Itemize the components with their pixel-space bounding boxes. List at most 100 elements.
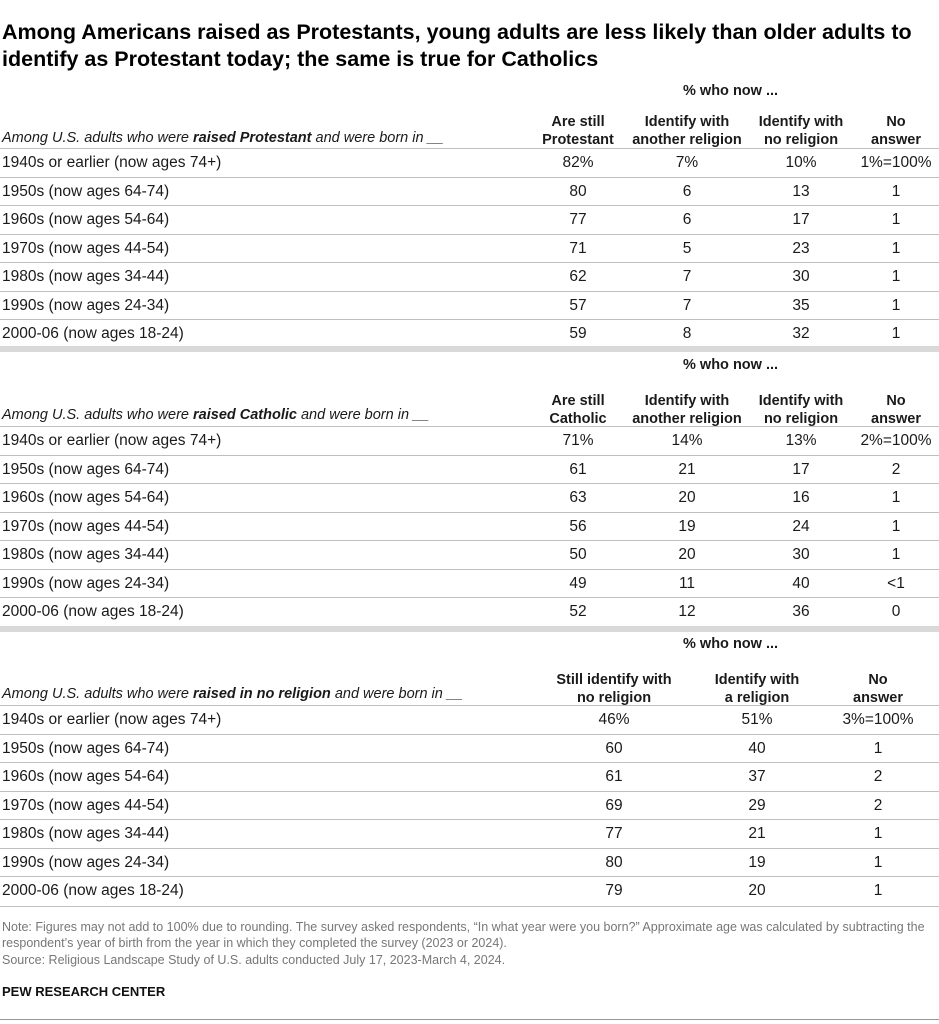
cell-no-answer: 1 <box>891 325 901 342</box>
intro-emphasis: raised Protestant <box>193 130 312 146</box>
cell-another-religion: 8 <box>682 325 692 342</box>
row-label: 1980s (now ages 34-44) <box>2 546 170 563</box>
cell-another-religion: 20 <box>678 489 696 506</box>
row-label: 1960s (now ages 54-64) <box>2 768 170 785</box>
cell-no-religion: 30 <box>792 268 810 285</box>
cell-no-answer: 1 <box>891 517 901 535</box>
row-divider <box>0 290 939 292</box>
cell-another-religion: 12 <box>678 603 696 620</box>
cell-no-answer: 1 <box>873 825 883 842</box>
row-label: 1990s (now ages 24-34) <box>2 574 170 592</box>
cell-still-none: 60 <box>605 739 623 757</box>
cell-no-answer: 1 <box>891 296 901 314</box>
table-row: 1950s (now ages 64-74) 61 21 17 2 <box>0 456 939 484</box>
table-row: 1970s (now ages 44-54) 69 29 2 <box>0 792 939 820</box>
cell-another-religion: 7% <box>675 154 699 171</box>
column-header-still-catholic: Are still Catholic <box>549 393 607 427</box>
row-divider <box>0 233 939 235</box>
footer-divider <box>0 1019 939 1020</box>
cell-still-protestant: 62 <box>569 268 587 285</box>
cell-no-answer: 2 <box>891 460 901 478</box>
intro-emphasis: raised in no religion <box>193 686 331 702</box>
cell-no-answer: 1%=100% <box>860 154 932 171</box>
cell-still-protestant: 57 <box>569 296 587 314</box>
column-header-no-answer: No answer <box>871 393 921 427</box>
row-divider <box>0 733 939 735</box>
cell-another-religion: 11 <box>678 574 696 592</box>
cell-no-religion: 36 <box>792 603 810 620</box>
percent-header-catholic: % who now ... <box>683 357 779 373</box>
table-intro-protestant: Among U.S. adults who were raised Protes… <box>2 130 444 146</box>
section-divider <box>0 626 939 632</box>
table-row: 1970s (now ages 44-54) 71 5 23 1 <box>0 235 939 263</box>
row-divider <box>0 597 939 598</box>
column-header-no-religion: Identify with no religion <box>758 393 844 427</box>
table-row: 1940s or earlier (now ages 74+) 46% 51% 3%=… <box>0 706 939 734</box>
table-row: 1990s (now ages 24-34) 49 11 40 <1 <box>0 570 939 598</box>
column-header-a-religion: Identify with a religion <box>714 672 800 706</box>
table-row: 1980s (now ages 34-44) 77 21 1 <box>0 820 939 848</box>
cell-no-religion: 30 <box>792 546 810 563</box>
row-divider <box>0 790 939 792</box>
cell-no-religion: 40 <box>792 574 810 592</box>
intro-suffix: and were born in __ <box>311 130 444 146</box>
table-intro-no-religion: Among U.S. adults who were raised in no … <box>2 686 463 702</box>
row-divider <box>0 511 939 513</box>
intro-prefix: Among U.S. adults who were <box>2 407 194 423</box>
cell-no-religion: 35 <box>792 296 810 314</box>
table-row: 1980s (now ages 34-44) 50 20 30 1 <box>0 541 939 569</box>
column-header-no-religion: Identify with no religion <box>758 114 844 148</box>
cell-no-religion: 17 <box>792 211 810 228</box>
cell-still-none: 79 <box>605 882 623 899</box>
table-row: 1980s (now ages 34-44) 62 7 30 1 <box>0 263 939 291</box>
cell-still-protestant: 77 <box>569 211 587 228</box>
row-divider <box>0 568 939 570</box>
row-label: 1960s (now ages 54-64) <box>2 489 170 506</box>
cell-no-religion: 10% <box>785 154 817 171</box>
cell-no-answer: 1 <box>873 739 883 757</box>
cell-no-answer: 1 <box>891 546 901 563</box>
row-divider <box>0 205 939 206</box>
cell-a-religion: 29 <box>748 796 766 814</box>
cell-another-religion: 6 <box>682 182 692 200</box>
source-text: Source: Religious Landscape Study of U.S… <box>2 953 506 967</box>
row-label: 1940s or earlier (now ages 74+) <box>2 711 222 728</box>
row-divider <box>0 819 939 820</box>
cell-no-religion: 17 <box>792 460 810 478</box>
row-label: 1970s (now ages 44-54) <box>2 796 170 814</box>
intro-prefix: Among U.S. adults who were <box>2 130 194 146</box>
cell-still-catholic: 63 <box>569 489 587 506</box>
table-row: 1990s (now ages 24-34) 80 19 1 <box>0 849 939 877</box>
table-row: 1960s (now ages 54-64) 61 37 2 <box>0 763 939 791</box>
table-row: 1940s or earlier (now ages 74+) 71% 14% 13%… <box>0 427 939 455</box>
cell-no-religion: 16 <box>792 489 810 506</box>
table-row: 1990s (now ages 24-34) 57 7 35 1 <box>0 292 939 320</box>
cell-no-answer: 3%=100% <box>842 711 914 728</box>
cell-no-religion: 13 <box>792 182 810 200</box>
row-divider <box>0 176 939 178</box>
row-divider <box>0 483 939 484</box>
row-label: 1990s (now ages 24-34) <box>2 296 170 314</box>
row-divider <box>0 705 939 706</box>
row-label: 1980s (now ages 34-44) <box>2 825 170 842</box>
table-row: 1960s (now ages 54-64) 77 6 17 1 <box>0 206 939 234</box>
row-label: 2000-06 (now ages 18-24) <box>2 603 184 620</box>
row-label: 2000-06 (now ages 18-24) <box>2 882 184 899</box>
cell-another-religion: 7 <box>682 296 692 314</box>
cell-no-answer: 2%=100% <box>860 432 932 449</box>
cell-still-none: 80 <box>605 853 623 871</box>
cell-still-catholic: 50 <box>569 546 587 563</box>
row-label: 1990s (now ages 24-34) <box>2 853 170 871</box>
cell-still-catholic: 71% <box>562 432 594 449</box>
cell-still-protestant: 59 <box>569 325 587 342</box>
cell-still-catholic: 61 <box>569 460 587 478</box>
cell-no-religion: 24 <box>792 517 810 535</box>
percent-header-no-religion: % who now ... <box>683 636 779 652</box>
cell-still-catholic: 52 <box>569 603 587 620</box>
row-divider <box>0 876 939 877</box>
row-divider <box>0 454 939 456</box>
table-row: 2000-06 (now ages 18-24) 59 8 32 1 <box>0 320 939 348</box>
column-header-no-answer: No answer <box>853 672 903 706</box>
row-label: 1960s (now ages 54-64) <box>2 211 170 228</box>
cell-no-answer: 1 <box>873 853 883 871</box>
